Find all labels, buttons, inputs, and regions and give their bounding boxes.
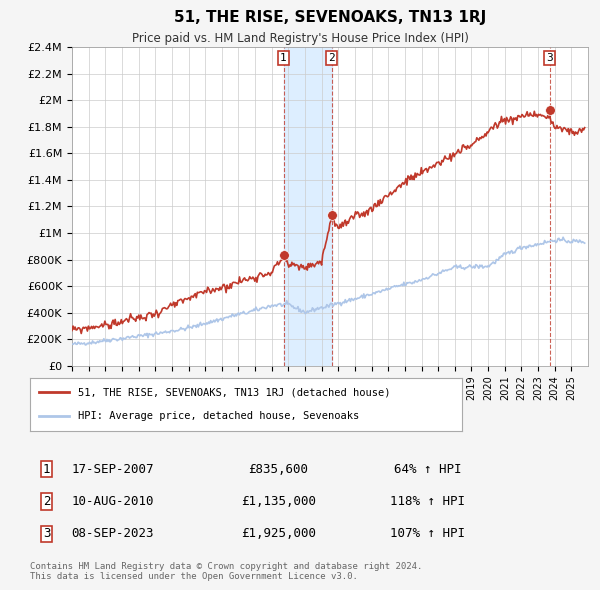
Text: 2: 2: [43, 495, 50, 508]
Text: 17-SEP-2007: 17-SEP-2007: [71, 463, 154, 476]
Text: HPI: Average price, detached house, Sevenoaks: HPI: Average price, detached house, Seve…: [77, 411, 359, 421]
HPI: Average price, detached house, Sevenoaks: (2.02e+03, 9.68e+05): Average price, detached house, Sevenoaks…: [559, 234, 566, 241]
HPI: Average price, detached house, Sevenoaks: (2.01e+03, 4.84e+05): Average price, detached house, Sevenoaks…: [347, 298, 354, 305]
Text: 3: 3: [546, 53, 553, 63]
Text: 3: 3: [43, 527, 50, 540]
HPI: Average price, detached house, Sevenoaks: (2.01e+03, 4.34e+05): Average price, detached house, Sevenoaks…: [316, 304, 323, 312]
HPI: Average price, detached house, Sevenoaks: (2.03e+03, 9.45e+05): Average price, detached house, Sevenoaks…: [571, 237, 578, 244]
Text: £835,600: £835,600: [248, 463, 308, 476]
Text: £1,135,000: £1,135,000: [241, 495, 316, 508]
51, THE RISE, SEVENOAKS, TN13 1RJ (detached house): [313, 260, 320, 267]
HPI: Average price, detached house, Sevenoaks: (2e+03, 1.65e+05): Average price, detached house, Sevenoaks…: [68, 340, 76, 348]
Text: 08-SEP-2023: 08-SEP-2023: [71, 527, 154, 540]
Text: 1: 1: [280, 53, 287, 63]
Bar: [284, 47, 332, 366]
Text: 10-AUG-2010: 10-AUG-2010: [71, 495, 154, 508]
51, THE RISE, SEVENOAKS, TN13 1RJ (detached house): [571, 132, 578, 139]
51, THE RISE, SEVENOAKS, TN13 1RJ (detached house): [347, 214, 354, 221]
HPI: Average price, detached house, Sevenoaks: (2.02e+03, 7.82e+05): Average price, detached house, Sevenoaks…: [490, 258, 497, 266]
Line: HPI: Average price, detached house, Sevenoaks: HPI: Average price, detached house, Seve…: [72, 237, 584, 345]
51, THE RISE, SEVENOAKS, TN13 1RJ (detached house): [316, 258, 323, 265]
Text: 64% ↑ HPI: 64% ↑ HPI: [394, 463, 461, 476]
51, THE RISE, SEVENOAKS, TN13 1RJ (detached house): [490, 126, 497, 133]
Text: Price paid vs. HM Land Registry's House Price Index (HPI): Price paid vs. HM Land Registry's House …: [131, 32, 469, 45]
Text: 118% ↑ HPI: 118% ↑ HPI: [390, 495, 465, 508]
HPI: Average price, detached house, Sevenoaks: (2e+03, 1.57e+05): Average price, detached house, Sevenoaks…: [82, 342, 89, 349]
51, THE RISE, SEVENOAKS, TN13 1RJ (detached house): [581, 124, 588, 131]
Line: 51, THE RISE, SEVENOAKS, TN13 1RJ (detached house): 51, THE RISE, SEVENOAKS, TN13 1RJ (detac…: [72, 112, 584, 333]
HPI: Average price, detached house, Sevenoaks: (2.03e+03, 9.24e+05): Average price, detached house, Sevenoaks…: [581, 240, 588, 247]
51, THE RISE, SEVENOAKS, TN13 1RJ (detached house): [531, 108, 538, 115]
Text: £1,925,000: £1,925,000: [241, 527, 316, 540]
Text: 51, THE RISE, SEVENOAKS, TN13 1RJ (detached house): 51, THE RISE, SEVENOAKS, TN13 1RJ (detac…: [77, 388, 390, 398]
Text: Contains HM Land Registry data © Crown copyright and database right 2024.
This d: Contains HM Land Registry data © Crown c…: [30, 562, 422, 581]
HPI: Average price, detached house, Sevenoaks: (2.01e+03, 5.61e+05): Average price, detached house, Sevenoaks…: [374, 288, 382, 295]
Text: 1: 1: [43, 463, 50, 476]
51, THE RISE, SEVENOAKS, TN13 1RJ (detached house): [374, 197, 382, 204]
Text: 107% ↑ HPI: 107% ↑ HPI: [390, 527, 465, 540]
Title: 51, THE RISE, SEVENOAKS, TN13 1RJ: 51, THE RISE, SEVENOAKS, TN13 1RJ: [174, 10, 486, 25]
51, THE RISE, SEVENOAKS, TN13 1RJ (detached house): [68, 327, 76, 334]
HPI: Average price, detached house, Sevenoaks: (2.01e+03, 4.23e+05): Average price, detached house, Sevenoaks…: [313, 306, 320, 313]
51, THE RISE, SEVENOAKS, TN13 1RJ (detached house): [77, 330, 85, 337]
Text: 2: 2: [328, 53, 335, 63]
